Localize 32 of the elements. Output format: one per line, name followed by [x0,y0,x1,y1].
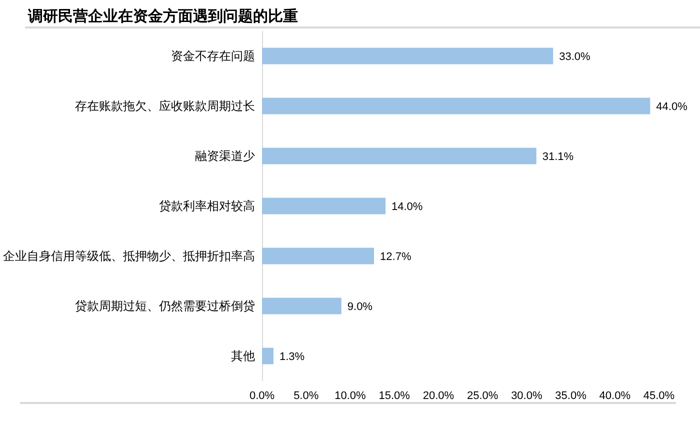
data-label: 33.0% [559,51,591,63]
data-label: 9.0% [347,301,373,313]
data-label: 31.1% [542,151,574,163]
y-tick-label: 资金不存在问题 [171,49,255,63]
data-label: 44.0% [656,101,688,113]
data-label: 14.0% [392,201,423,213]
y-tick-label: 存在账款拖欠、应收账款周期过长 [75,99,255,113]
x-tick-label: 15.0% [378,390,410,402]
x-tick-label: 5.0% [294,390,319,402]
bar [262,248,374,264]
x-tick-label: 45.0% [643,390,675,402]
y-tick-label: 贷款利率相对较高 [159,199,255,213]
data-label: 1.3% [279,351,305,363]
bar [262,348,274,364]
x-tick-label: 10.0% [334,390,366,402]
y-tick-label: 贷款周期过短、仍然需要过桥倒贷 [75,299,255,313]
data-label: 12.7% [380,251,412,263]
bar [262,198,386,214]
x-tick-label: 40.0% [599,390,631,402]
y-tick-label: 其他 [231,349,255,363]
bar [262,98,650,114]
y-tick-label: 企业自身信用等级低、抵押物少、抵押折扣率高 [3,249,255,263]
x-tick-label: 0.0% [249,390,275,402]
x-tick-label: 25.0% [466,390,498,402]
x-tick-label: 20.0% [422,390,454,402]
x-tick-label: 30.0% [511,390,542,402]
chart-title: 调研民营企业在资金方面遇到问题的比重 [27,7,298,25]
y-tick-label: 融资渠道少 [195,149,255,163]
bar [262,298,342,314]
bar [262,148,536,164]
bar [262,48,554,64]
x-tick-label: 35.0% [555,390,587,402]
